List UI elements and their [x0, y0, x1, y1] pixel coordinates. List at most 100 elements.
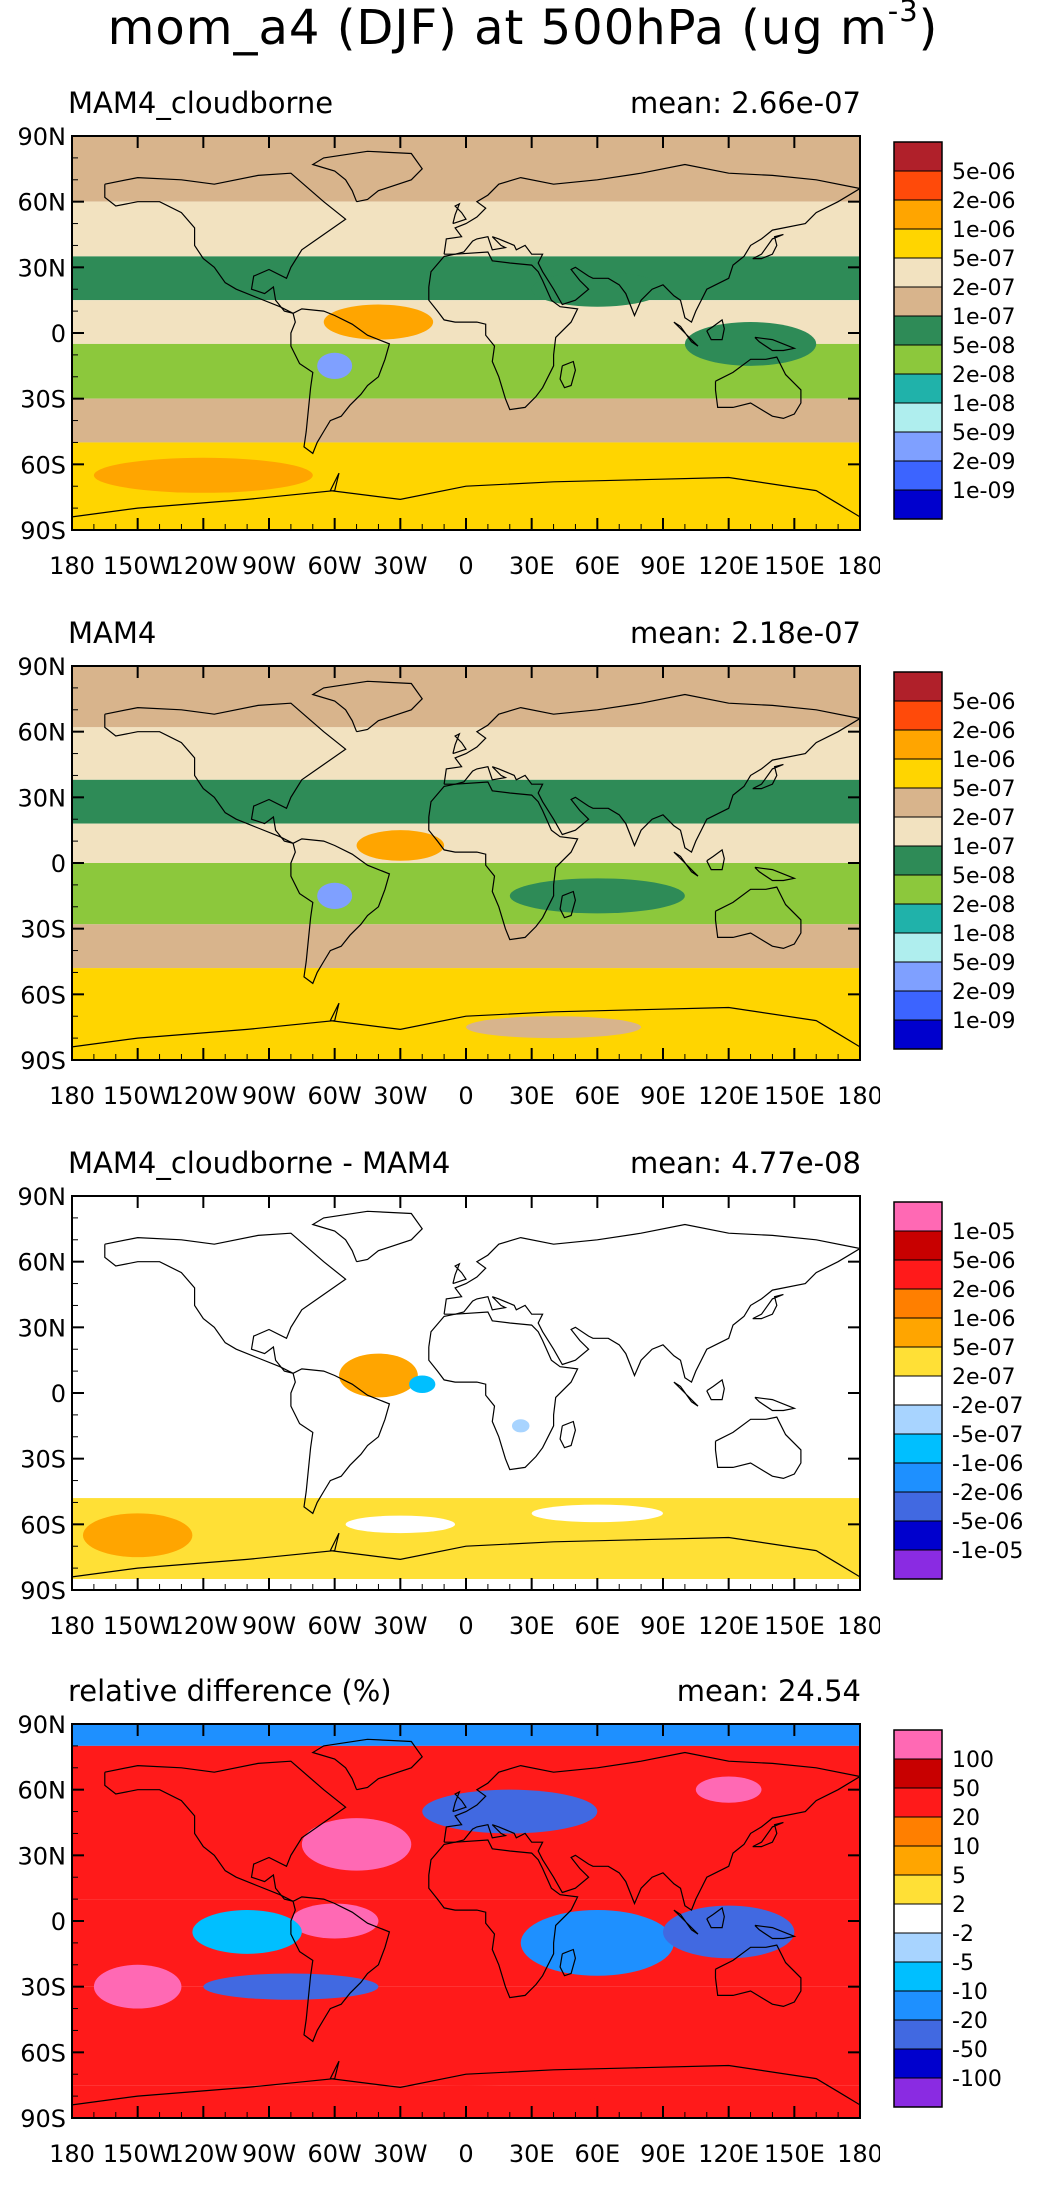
y-tick-label: 90N [18, 653, 67, 681]
field-blob [82, 1513, 193, 1558]
y-tick-label: 30N [18, 254, 67, 282]
x-tick-label: 180 [49, 2140, 95, 2168]
coastline [443, 163, 860, 324]
colorbar-swatch [894, 1376, 942, 1405]
colorbar-label: 5 [952, 1864, 966, 1889]
colorbar-frame [893, 1729, 943, 2108]
coastline [452, 202, 467, 225]
field-blob [695, 1776, 762, 1803]
colorbar-swatch [894, 1289, 942, 1318]
colorbar-swatch [894, 1463, 942, 1492]
colorbar-swatch [894, 904, 942, 933]
x-tick-label: 30E [509, 1082, 555, 1110]
y-tick-label: 90N [18, 1183, 67, 1211]
coastlines [72, 150, 860, 518]
coastline [104, 172, 347, 314]
colorbar-swatch [894, 846, 942, 875]
coastline [290, 838, 391, 985]
coastline [754, 336, 797, 352]
colorbar-swatch [894, 701, 942, 730]
coastline [673, 1381, 699, 1407]
x-tick-label: 180 [49, 1082, 95, 1110]
field-blob [520, 1910, 674, 1976]
colorbar-label: 20 [952, 1806, 980, 1831]
colorbar-swatch [894, 490, 942, 519]
colorbar-label: 2e-09 [952, 980, 1015, 1005]
colorbar-frame [893, 671, 943, 1050]
x-tick-label: 180 [837, 1612, 880, 1640]
colorbar-swatch [894, 991, 942, 1020]
panel-mean: mean: 2.66e-07 [629, 86, 861, 120]
coastline [72, 472, 860, 518]
colorbar-label: 5e-07 [952, 247, 1015, 272]
y-tick-label: 90S [20, 2105, 66, 2133]
coastline [706, 1378, 725, 1401]
colorbar-swatch [894, 1962, 942, 1991]
x-tick-label: 180 [837, 552, 880, 580]
field-blob [673, 873, 784, 918]
x-tick-label: 90E [640, 1612, 686, 1640]
x-tick-label: 0 [458, 2140, 473, 2168]
coastline [673, 851, 699, 877]
colorbar-label: 2e-08 [952, 363, 1015, 388]
field-layer [72, 136, 860, 530]
colorbar-label: 2e-07 [952, 806, 1015, 831]
colorbar-swatch [894, 1347, 942, 1376]
colorbar-swatch [894, 1759, 942, 1788]
x-tick-label: 150W [103, 1612, 173, 1640]
colorbar-swatch [894, 1231, 942, 1260]
coastline [673, 1909, 699, 1935]
colorbar-swatch [894, 316, 942, 345]
field-zone [72, 823, 860, 863]
field-zone [72, 968, 860, 1060]
x-tick-label: 60W [308, 2140, 362, 2168]
colorbar-label: 5e-06 [952, 1249, 1015, 1274]
colorbar-swatch [894, 1521, 942, 1550]
colorbar-swatch [894, 2020, 942, 2049]
colorbar-swatch [894, 672, 942, 701]
y-tick-label: 60N [18, 1777, 67, 1805]
coastline [428, 251, 579, 411]
x-tick-label: 90E [640, 1082, 686, 1110]
colorbar-label: 2 [952, 1893, 966, 1918]
coastline [714, 886, 802, 950]
y-tick-label: 0 [51, 1380, 66, 1408]
colorbar-label: -1e-06 [952, 1452, 1023, 1477]
colorbar-swatch [894, 287, 942, 316]
coastline [752, 763, 784, 790]
field-layer [72, 666, 860, 1060]
x-tick-label: 60E [574, 552, 620, 580]
y-tick-label: 60N [18, 189, 67, 217]
field-blob [663, 1905, 795, 1959]
y-tick-label: 90S [20, 1577, 66, 1605]
colorbar-label: -2 [952, 1922, 974, 1947]
y-tick-label: 60S [20, 2039, 66, 2067]
colorbar-label: -5 [952, 1951, 974, 1976]
x-tick-label: 60W [308, 552, 362, 580]
coastline [452, 1790, 467, 1813]
x-tick-label: 180 [837, 2140, 880, 2168]
panel-difference: MAM4_cloudborne - MAM4 mean: 4.77e-08 18… [0, 1146, 1046, 1676]
coastline [290, 308, 391, 455]
x-tick-label: 60E [574, 1082, 620, 1110]
coastline [72, 2060, 860, 2106]
colorbar-swatch [894, 788, 942, 817]
x-tick-label: 90E [640, 2140, 686, 2168]
x-tick-label: 90W [242, 2140, 296, 2168]
y-tick-label: 30S [20, 386, 66, 414]
colorbar-swatch [894, 1817, 942, 1846]
y-tick-label: 30N [18, 784, 67, 812]
x-tick-label: 180 [49, 552, 95, 580]
colorbar-2: 5e-06 2e-06 1e-06 5e-07 2e-07 1e-07 5e-08 2e-08… [893, 671, 1015, 1050]
field-blob [334, 2085, 598, 2108]
y-tick-label: 0 [51, 1908, 66, 1936]
coastline [104, 1760, 347, 1902]
panel-mam4: MAM4 mean: 2.18e-07 180 150W 120W 90W 60W 30W… [0, 616, 1046, 1146]
colorbar-swatch [894, 1020, 942, 1049]
coastline [290, 1368, 391, 1515]
x-tick-label: 180 [49, 1612, 95, 1640]
colorbar-swatch [894, 1434, 942, 1463]
x-tick-label: 150E [764, 2140, 825, 2168]
coastline [104, 1232, 347, 1374]
colorbar-swatch [894, 1933, 942, 1962]
